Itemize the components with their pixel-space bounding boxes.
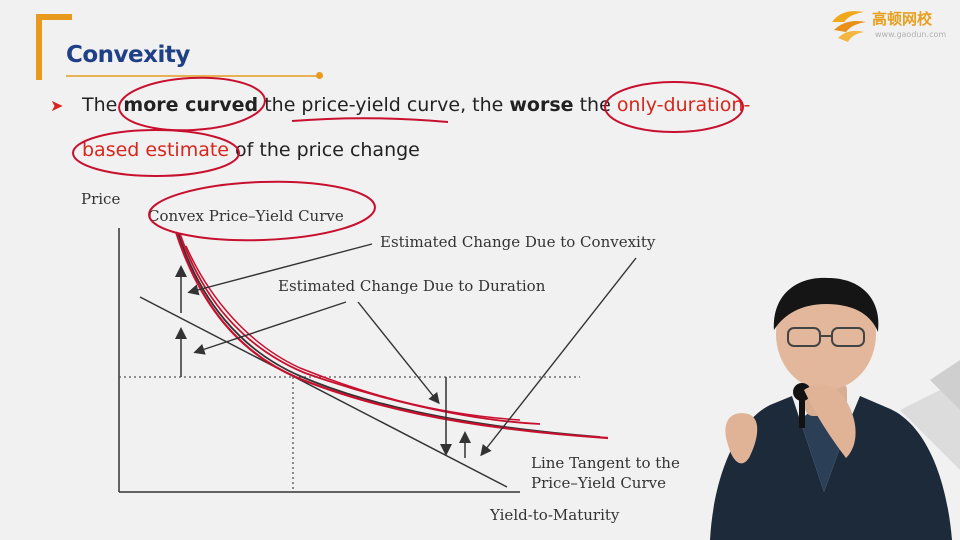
logo-url: www.gaodun.com [875,30,947,39]
duration-pointer-right [357,301,440,405]
bullet-line-2: based estimate of the price change [82,139,420,161]
text-segment: the [573,94,617,116]
text-worse: worse [509,94,574,116]
tangent-label-line-1: Line Tangent to the [531,454,680,472]
title-underline [66,75,318,77]
logo-name: 高顿网校 [872,10,933,28]
convex-curve [177,232,601,438]
circle-based-estimate [72,129,240,177]
duration-pointer-left [193,301,347,355]
convexity-label: Estimated Change Due to Convexity [380,233,656,251]
gaodun-logo-icon [832,11,866,42]
slide-title: Convexity [66,42,190,68]
curve-annotation-stroke-1 [174,231,609,440]
title-bracket [36,14,72,80]
circle-curve-label [148,180,376,242]
circle-only-duration [604,81,744,133]
y-axis-label: Price [81,190,120,208]
text-segment: the [258,94,302,116]
curve-label: Convex Price–Yield Curve [148,207,344,225]
tangent-label-line-2: Price–Yield Curve [531,474,666,492]
bullet-line-1: The more curved the price-yield curve, t… [82,94,750,116]
text-segment: The [82,94,124,116]
text-segment: , the [460,94,510,116]
tangent-line [139,296,508,488]
x-axis-label: Yield-to-Maturity [489,506,620,524]
bullet-arrow-icon: ➤ [50,96,64,115]
title-dot [316,72,323,79]
text-segment: of the price change [229,139,420,161]
underline-price-yield-curve [291,117,449,123]
presenter-video [710,277,960,540]
text-based-estimate: based estimate [82,139,229,161]
convexity-pointer-right [480,257,637,457]
convexity-pointer-left [187,243,373,296]
text-only-duration: only-duration- [616,94,751,116]
duration-label: Estimated Change Due to Duration [278,277,546,295]
text-price-yield-curve: price-yield curve [301,94,461,116]
text-more-curved: more curved [123,94,259,116]
curve-annotation-stroke-2 [179,233,541,425]
circle-more-curved [118,76,266,132]
